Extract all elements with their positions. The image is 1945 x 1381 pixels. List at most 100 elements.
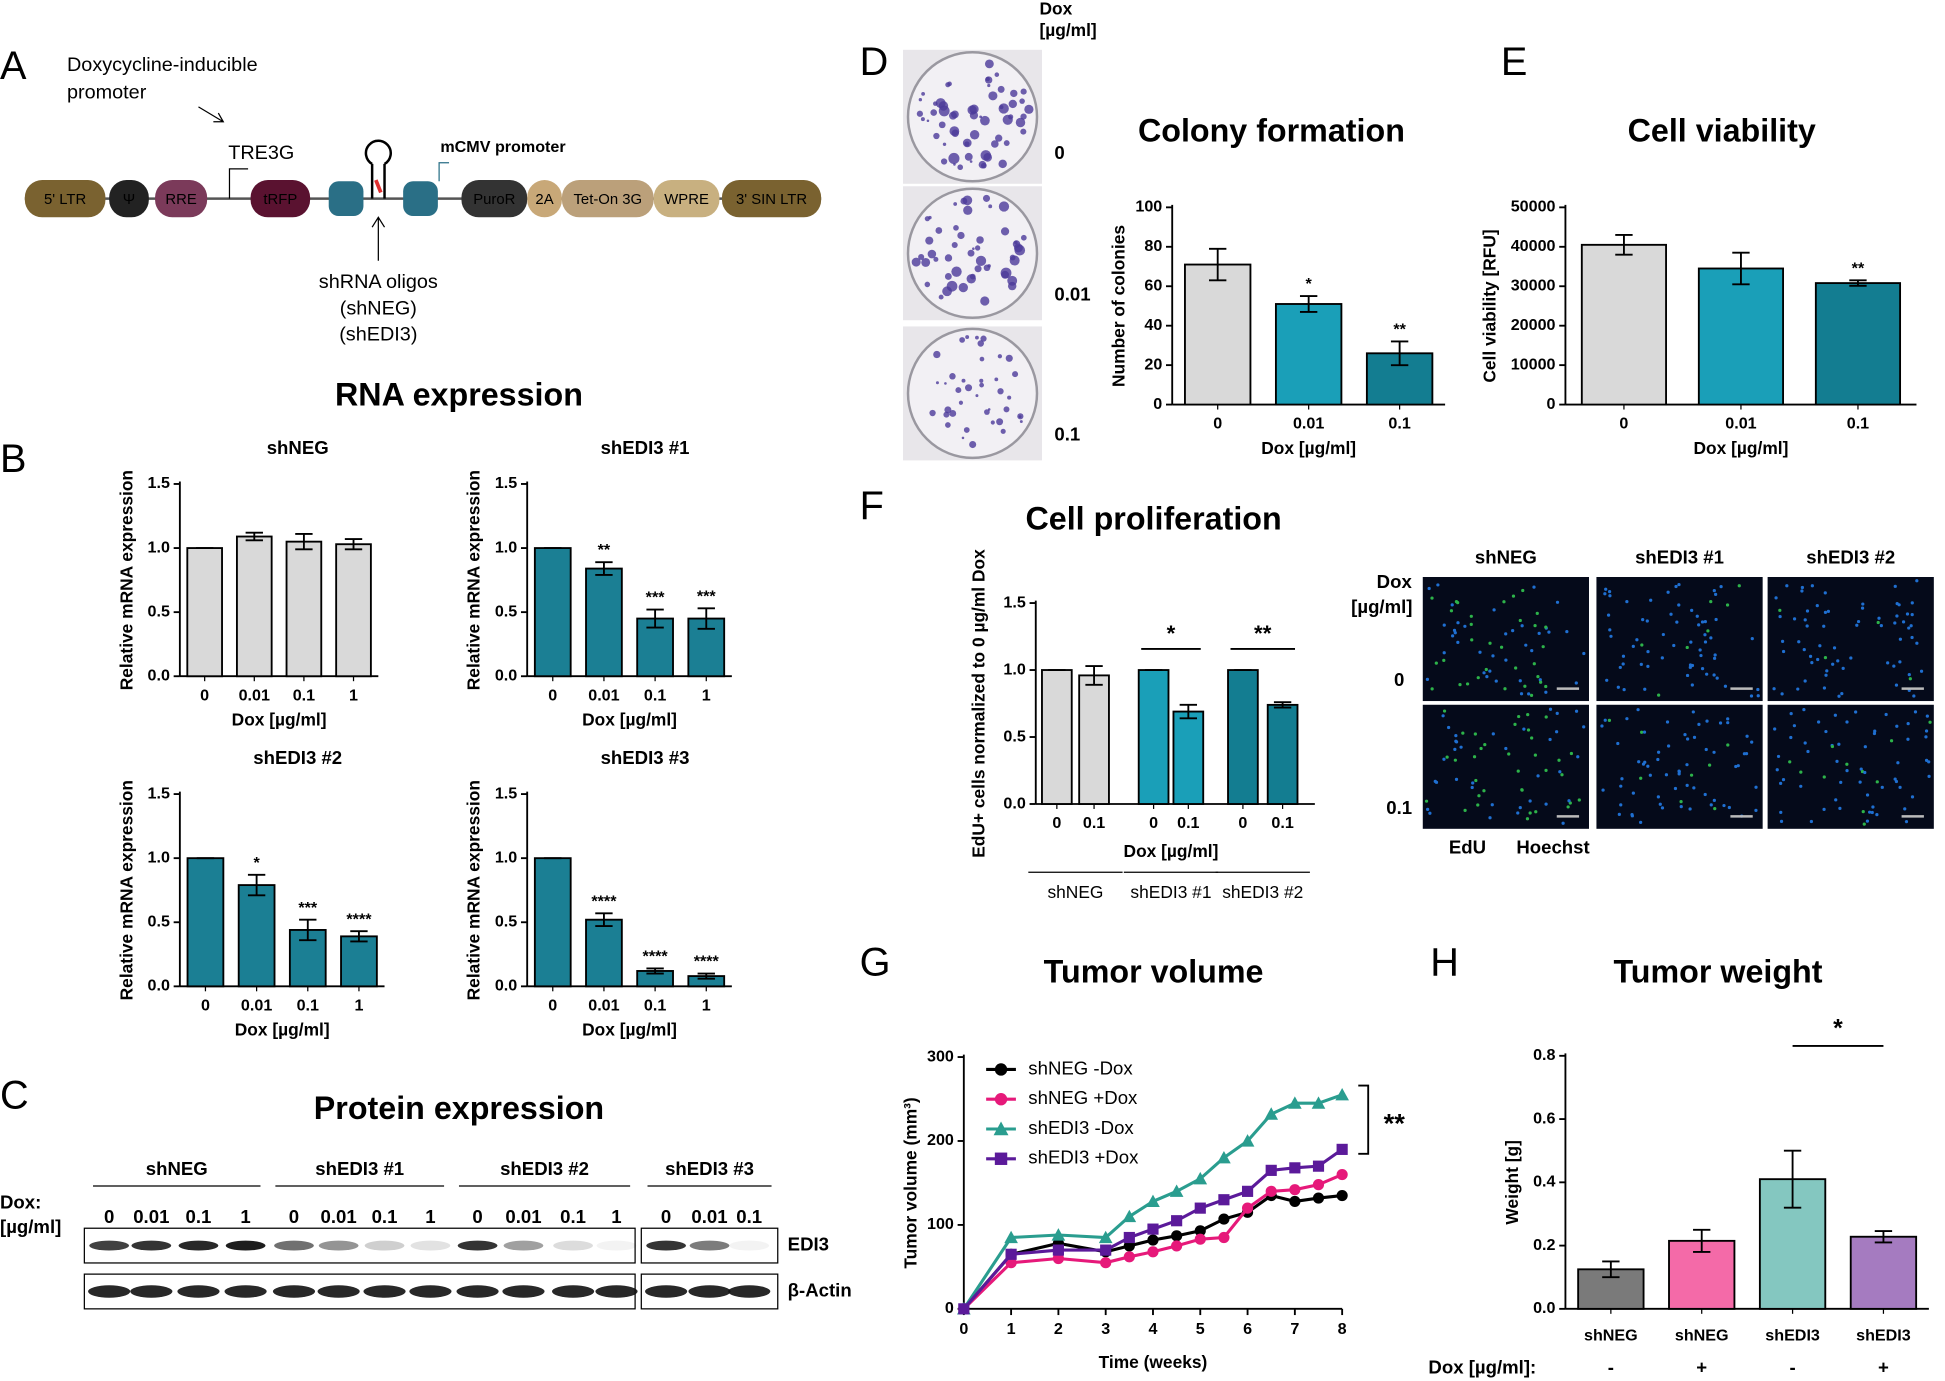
nucleus xyxy=(1518,618,1522,623)
nucleus xyxy=(1689,773,1694,777)
nucleus xyxy=(1502,600,1506,604)
nucleus xyxy=(1524,643,1528,647)
y-axis-title: EdU+ cells normalized to 0 µg/ml Dox xyxy=(969,549,989,858)
y-axis-title: Tumor volume (mm³) xyxy=(900,1097,920,1268)
colony xyxy=(975,335,979,340)
x-axis-title: Dox [µg/ml] xyxy=(232,709,327,729)
nucleus xyxy=(1854,710,1858,714)
nucleus xyxy=(1463,624,1467,628)
nucleus xyxy=(1817,720,1821,724)
colony xyxy=(985,76,993,84)
nucleus xyxy=(1774,596,1778,600)
nucleus xyxy=(1603,592,1607,596)
plate-row: 0.1 xyxy=(1054,423,1080,444)
nucleus xyxy=(1776,754,1781,759)
nucleus xyxy=(1898,785,1902,789)
nucleus xyxy=(1679,800,1683,804)
nucleus xyxy=(1469,614,1473,618)
nucleus xyxy=(1912,694,1916,698)
nucleus xyxy=(1685,673,1690,678)
nucleus xyxy=(1608,594,1612,598)
nucleus xyxy=(1649,598,1653,602)
nucleus xyxy=(1561,821,1565,825)
group-label: shNEG xyxy=(1047,882,1103,902)
x-tick-label: 1 xyxy=(349,686,358,704)
bar xyxy=(1266,703,1299,805)
nucleus xyxy=(1518,806,1522,810)
panel-letter: A xyxy=(0,44,27,88)
y-tick-label: 1.5 xyxy=(148,784,170,802)
x-tick-label: 0 xyxy=(1619,415,1628,433)
nucleus xyxy=(1875,780,1879,784)
nucleus xyxy=(1577,798,1581,802)
nucleus xyxy=(1504,746,1508,751)
marker xyxy=(1005,1257,1017,1269)
plate-row: 0 xyxy=(1054,142,1064,163)
colony xyxy=(1007,281,1017,291)
nucleus xyxy=(1519,692,1524,696)
colony xyxy=(976,236,984,244)
nucleus xyxy=(1499,645,1504,649)
plate xyxy=(906,327,1039,460)
colony xyxy=(980,335,987,342)
x-axis-title: Dox [µg/ml] xyxy=(582,1020,677,1040)
nucleus xyxy=(1868,810,1872,814)
micrograph xyxy=(1422,704,1589,829)
chart-title: Tumor volume xyxy=(1044,953,1264,989)
nucleus xyxy=(1470,638,1474,642)
blot-group: shEDI3 #1 xyxy=(315,1158,404,1179)
colony xyxy=(974,245,981,251)
colony xyxy=(958,400,964,405)
marker xyxy=(1147,1246,1159,1258)
nucleus xyxy=(1685,645,1689,650)
y-tick-label: 1.5 xyxy=(495,784,517,802)
element-label: 2A xyxy=(535,192,553,208)
nucleus xyxy=(1910,601,1914,605)
micrograph xyxy=(1422,577,1589,702)
note: Doxycycline-inducible xyxy=(67,54,258,76)
marker xyxy=(1004,1230,1018,1244)
nucleus xyxy=(1453,631,1457,635)
nucleus xyxy=(1666,744,1671,748)
lane-label: 0 xyxy=(661,1206,671,1227)
marker xyxy=(1123,1240,1135,1252)
plate-label: Dox xyxy=(1039,0,1072,19)
y-axis-title: Number of colonies xyxy=(1109,225,1129,387)
marker xyxy=(1146,1194,1160,1207)
colony xyxy=(979,115,983,119)
nucleus xyxy=(1834,798,1838,802)
marker xyxy=(994,1063,1008,1076)
y-axis-title: Relative mRNA expression xyxy=(464,470,484,690)
nucleus xyxy=(1664,773,1669,777)
colony xyxy=(980,150,992,161)
nucleus xyxy=(1504,658,1508,662)
lane-label: 0.1 xyxy=(736,1206,762,1227)
error-bar xyxy=(697,607,715,630)
colony xyxy=(933,256,939,262)
error-bar xyxy=(1874,1230,1893,1244)
element-label: 3' SIN LTR xyxy=(736,192,807,208)
x-tick-label: 0 xyxy=(959,1320,968,1338)
nucleus xyxy=(1527,692,1531,696)
nucleus xyxy=(1823,656,1828,660)
oligo-note: (shNEG) xyxy=(340,297,417,319)
nucleus xyxy=(1858,780,1862,784)
legend-label: shNEG +Dox xyxy=(1028,1087,1138,1108)
nucleus xyxy=(1532,662,1536,666)
band xyxy=(274,1240,314,1251)
element xyxy=(721,180,822,218)
nucleus xyxy=(1533,624,1537,628)
nucleus xyxy=(1709,636,1713,640)
y-tick-label: 0.4 xyxy=(1533,1173,1555,1191)
nucleus xyxy=(1646,764,1650,768)
nucleus xyxy=(1685,737,1690,741)
nucleus xyxy=(1490,803,1494,807)
nucleus xyxy=(1756,687,1760,692)
nucleus xyxy=(1456,640,1460,645)
band xyxy=(457,1240,498,1251)
nucleus xyxy=(1476,803,1480,807)
colony xyxy=(945,422,951,428)
colony xyxy=(946,280,958,292)
nucleus xyxy=(1461,731,1465,735)
